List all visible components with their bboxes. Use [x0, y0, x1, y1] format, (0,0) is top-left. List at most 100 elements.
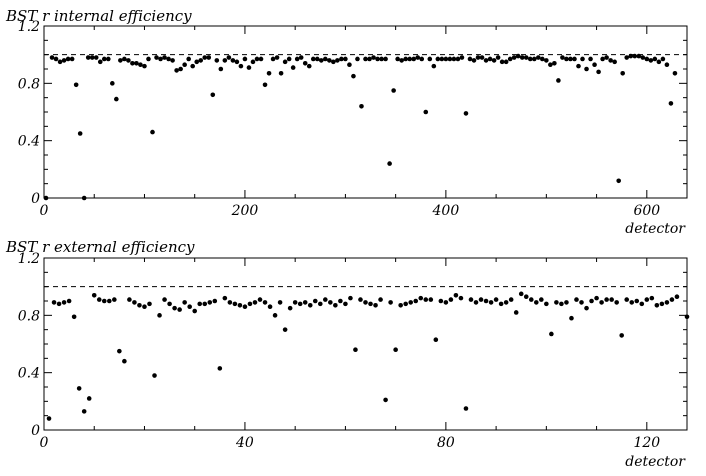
data-point — [142, 63, 147, 69]
data-point — [455, 56, 461, 62]
data-point — [483, 58, 489, 63]
data-point — [122, 56, 127, 62]
data-point — [576, 63, 581, 69]
data-point — [254, 56, 260, 62]
data-point — [310, 56, 316, 62]
data-point — [588, 56, 593, 62]
data-point — [363, 300, 368, 305]
data-point — [584, 305, 589, 311]
data-point — [580, 56, 585, 62]
data-point — [664, 300, 670, 305]
data-point — [142, 304, 147, 310]
data-point — [473, 300, 479, 305]
data-point — [282, 327, 288, 332]
data-point — [112, 297, 117, 302]
data-point — [423, 109, 429, 115]
data-point — [508, 297, 514, 302]
data-point — [66, 298, 72, 304]
data-point — [403, 56, 408, 62]
data-point — [556, 78, 561, 83]
data-point — [150, 129, 155, 135]
data-point — [335, 58, 340, 63]
data-point — [56, 301, 62, 307]
data-point — [428, 297, 434, 302]
data-point — [513, 310, 519, 315]
data-point — [413, 298, 419, 304]
data-point — [564, 300, 569, 305]
data-point — [431, 63, 437, 69]
data-point — [117, 348, 122, 354]
data-point — [327, 58, 332, 63]
y-tick-label: 0.8 — [18, 308, 40, 324]
data-point — [604, 297, 609, 302]
data-point — [77, 131, 83, 136]
data-point — [347, 62, 352, 67]
data-point — [664, 62, 670, 67]
data-point — [167, 301, 172, 307]
data-point — [194, 59, 200, 65]
data-point — [495, 55, 501, 60]
data-point — [415, 55, 421, 60]
data-point — [267, 304, 273, 310]
data-point — [628, 53, 634, 59]
data-point — [674, 294, 680, 300]
data-point — [182, 300, 187, 305]
data-point — [471, 58, 477, 63]
data-point — [660, 56, 666, 62]
data-point — [177, 307, 182, 312]
data-point — [93, 55, 99, 60]
data-point — [230, 58, 236, 63]
data-point — [596, 69, 601, 75]
data-point — [427, 56, 433, 62]
data-point — [634, 298, 640, 304]
data-point — [399, 58, 404, 63]
data-point — [479, 55, 485, 60]
data-point — [192, 308, 198, 314]
data-point — [218, 66, 224, 72]
data-point — [640, 55, 646, 60]
data-point — [127, 297, 132, 302]
data-point — [170, 58, 175, 63]
data-point — [383, 56, 388, 62]
data-point — [391, 88, 396, 93]
y-axis-internal: 0 0.4 0.8 1.2 — [18, 19, 687, 207]
title-internal: BST r internal efficiency — [5, 7, 192, 25]
title-external: BST r external efficiency — [5, 238, 195, 256]
data-point — [294, 56, 300, 62]
data-point — [568, 56, 573, 62]
data-point — [487, 56, 493, 62]
data-point — [43, 195, 49, 201]
data-point — [599, 300, 604, 305]
x-axis-external: 0 40 80 120 — [40, 258, 660, 451]
data-point — [463, 406, 469, 411]
data-point — [76, 386, 82, 391]
data-point — [250, 59, 256, 65]
data-point — [367, 56, 372, 62]
data-point — [71, 314, 77, 320]
data-point — [262, 300, 268, 305]
data-point — [246, 65, 252, 70]
data-point — [206, 55, 212, 60]
data-point — [654, 303, 660, 308]
data-point — [212, 298, 218, 304]
data-point — [174, 68, 179, 73]
data-point — [287, 305, 293, 311]
data-point — [548, 62, 553, 67]
data-point — [214, 58, 220, 63]
data-point — [238, 63, 244, 69]
data-point — [338, 298, 343, 304]
data-point — [162, 55, 167, 60]
data-point — [559, 301, 564, 307]
data-point — [669, 297, 675, 302]
data-point — [363, 56, 368, 62]
data-point — [154, 55, 159, 60]
plot-frame-external — [43, 257, 688, 431]
data-point — [137, 303, 142, 308]
data-point — [408, 300, 414, 305]
data-point — [523, 294, 529, 300]
data-point — [407, 56, 413, 62]
data-point — [65, 56, 71, 62]
data-point — [234, 59, 240, 65]
x-tick-label: 0 — [40, 435, 49, 451]
data-point — [247, 301, 253, 307]
